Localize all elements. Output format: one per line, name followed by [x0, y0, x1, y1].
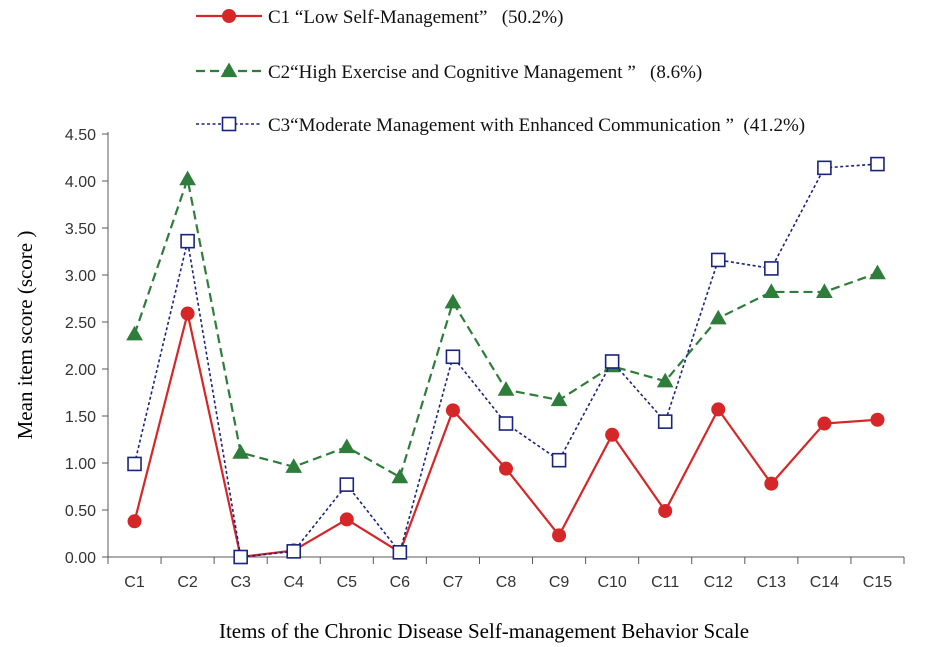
- legend-item-3: C3“Moderate Management with Enhanced Com…: [196, 115, 805, 136]
- legend-item-2: C2“High Exercise and Cognitive Managemen…: [196, 62, 702, 83]
- y-axis: 0.00 0.50 1.00 1.50 2.00 2.50 3.00 3.50 4.00 4.50: [65, 127, 109, 567]
- series-3-point: [551, 452, 567, 468]
- y-tick-label: 3.50: [65, 221, 96, 238]
- y-tick-label: 2.50: [65, 315, 96, 332]
- series-1-point: [817, 416, 832, 431]
- x-tick-label: C15: [863, 574, 892, 591]
- series-2-line: [133, 174, 878, 479]
- series-3-point: [657, 414, 673, 429]
- series-3-point: [233, 549, 248, 565]
- series-2-point: [762, 283, 780, 299]
- series-2-point: [816, 283, 833, 299]
- series-2-point: [497, 381, 515, 396]
- legend-label: C3“Moderate Management with Enhanced Com…: [268, 115, 805, 136]
- x-tick-label: C5: [337, 574, 358, 591]
- x-tick-label: C1: [124, 574, 145, 591]
- series-1-line: [133, 313, 878, 559]
- series-3: [127, 156, 885, 565]
- series-2-point: [391, 468, 409, 484]
- series-1-point: [764, 476, 779, 491]
- x-tick-label: C4: [284, 574, 305, 591]
- series-2-point: [656, 372, 674, 388]
- series-1: [127, 306, 885, 564]
- series-3-point: [710, 252, 726, 268]
- series-3-point: [339, 477, 355, 492]
- x-tick-label: C12: [704, 574, 733, 591]
- series-2-point: [709, 309, 727, 325]
- series-2-point: [550, 391, 568, 407]
- y-tick-label: 3.00: [65, 268, 96, 285]
- y-tick-label: 0.50: [65, 503, 96, 520]
- series-3-point: [180, 233, 195, 249]
- y-axis-title: Mean item score (score ): [13, 231, 37, 440]
- series-3-point: [392, 544, 408, 560]
- series-1-point: [127, 514, 142, 529]
- x-axis: C1 C2 C3 C4 C5 C6 C7 C8 C9 C10 C11 C12 C13 C14 C15: [107, 556, 905, 591]
- legend-marker: [221, 116, 237, 132]
- legend-marker: [220, 62, 238, 78]
- series-3-point: [764, 261, 779, 276]
- series-3-point: [127, 456, 142, 472]
- legend-label: C1 “Low Self-Management” (50.2%): [268, 7, 563, 28]
- legend-label: C2“High Exercise and Cognitive Managemen…: [268, 62, 702, 83]
- series-3-point: [870, 156, 885, 172]
- series-1-point: [499, 461, 513, 476]
- legend: C1 “Low Self-Management” (50.2%) C2“High …: [196, 7, 805, 136]
- series-3-point: [286, 544, 302, 559]
- x-tick-label: C6: [390, 574, 411, 591]
- x-tick-label: C2: [177, 574, 198, 591]
- series-1-point: [870, 412, 885, 427]
- series-1-point: [552, 528, 567, 543]
- series-1-point: [605, 427, 620, 442]
- series-1-point: [711, 402, 726, 417]
- y-tick-label: 4.50: [65, 127, 96, 144]
- x-tick-label: C8: [496, 574, 517, 591]
- series-layer: [126, 156, 886, 565]
- x-tick-label: C7: [443, 574, 464, 591]
- series-2-point: [338, 438, 356, 454]
- series-1-point: [180, 306, 195, 321]
- series-2-point: [126, 325, 143, 341]
- x-tick-label: C14: [810, 574, 839, 591]
- legend-item-1: C1 “Low Self-Management” (50.2%): [196, 7, 563, 28]
- y-tick-label: 2.00: [65, 362, 96, 379]
- series-3-point: [604, 354, 620, 369]
- series-2-point: [869, 264, 886, 280]
- y-tick-label: 1.50: [65, 409, 96, 426]
- x-tick-label: C3: [230, 574, 251, 591]
- series-2-point: [285, 458, 303, 473]
- series-1-point: [658, 503, 673, 518]
- legend-marker: [222, 9, 236, 23]
- series-1-point: [339, 512, 354, 527]
- x-tick-label: C9: [549, 574, 570, 591]
- y-tick-label: 0.00: [65, 550, 96, 567]
- series-3-line: [133, 163, 878, 558]
- x-tick-label: C11: [651, 574, 679, 591]
- series-3-point: [817, 160, 832, 176]
- series-2-point: [232, 444, 250, 459]
- x-axis-title: Items of the Chronic Disease Self-manage…: [219, 619, 749, 643]
- series-2: [126, 170, 886, 484]
- series-2-point: [179, 170, 196, 186]
- series-1-point: [445, 403, 460, 418]
- y-tick-label: 4.00: [65, 174, 96, 191]
- x-tick-label: C13: [757, 574, 786, 591]
- series-3-point: [445, 349, 461, 365]
- series-2-point: [444, 293, 462, 309]
- y-tick-label: 1.00: [65, 456, 96, 473]
- series-3-point: [498, 416, 514, 431]
- x-tick-label: C10: [597, 574, 626, 591]
